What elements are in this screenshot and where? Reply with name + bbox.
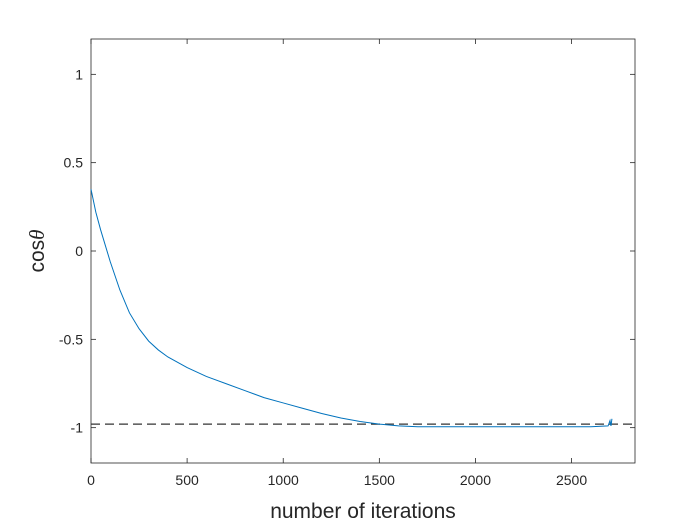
x-tick-label: 1500 xyxy=(364,472,395,488)
x-axis: 0 500 1000 1500 2000 2500 xyxy=(87,39,587,488)
y-tick-label: -1 xyxy=(71,420,84,436)
x-tick-label: 1000 xyxy=(268,472,299,488)
x-tick-label: 0 xyxy=(87,472,95,488)
x-tick-label: 500 xyxy=(175,472,199,488)
x-tick-label: 2000 xyxy=(460,472,491,488)
series-line xyxy=(90,189,613,428)
x-tick-label: 2500 xyxy=(556,472,587,488)
plot-area xyxy=(90,38,636,464)
y-axis-label-main: cos xyxy=(26,240,49,273)
x-axis-label: number of iterations xyxy=(270,500,456,523)
y-axis-label-symbol: θ xyxy=(25,229,49,239)
y-tick-label: 1 xyxy=(75,66,83,82)
y-axis-label: cosθ xyxy=(25,229,49,272)
y-tick-label: -0.5 xyxy=(59,331,83,347)
y-tick-label: 0 xyxy=(75,243,83,259)
y-axis: 1 0.5 0 -0.5 -1 xyxy=(59,66,635,436)
y-tick-label: 0.5 xyxy=(64,155,84,171)
